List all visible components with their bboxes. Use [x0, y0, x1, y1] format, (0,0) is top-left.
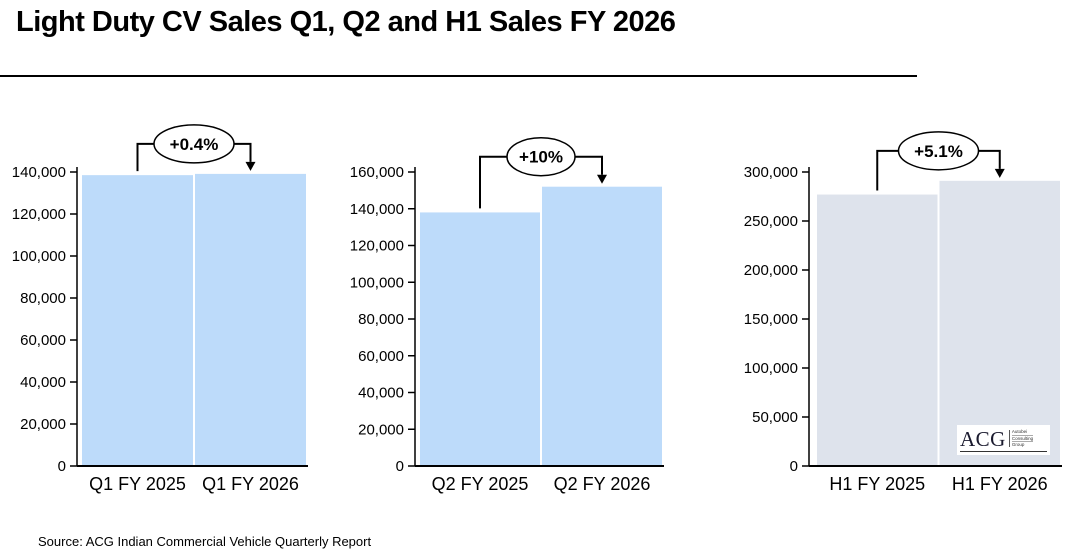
- y-tick-label: 40,000: [20, 374, 66, 391]
- acg-logo-subtext-line: Group: [1011, 442, 1025, 448]
- bar-h1-fy-2025: [817, 194, 938, 466]
- acg-logo-text: ACG: [960, 426, 1006, 451]
- acg-logo: ACG Autobei Consulting Group: [957, 425, 1050, 455]
- growth-label: +5.1%: [914, 142, 963, 161]
- y-tick-label: 60,000: [20, 332, 66, 349]
- acg-logo-row: ACG Autobei Consulting Group: [960, 426, 1047, 452]
- y-tick-label: 60,000: [358, 348, 404, 365]
- y-tick-label: 0: [58, 458, 66, 475]
- y-tick-label: 0: [790, 458, 798, 475]
- y-tick-label: 300,000: [744, 164, 798, 181]
- bar-q1-fy-2025: [82, 175, 193, 466]
- category-label: Q1 FY 2026: [202, 474, 299, 494]
- y-tick-label: 150,000: [744, 311, 798, 328]
- callout-bracket-right: [978, 149, 1001, 169]
- category-label: Q1 FY 2025: [89, 474, 186, 494]
- chart-h1: 0 50,000 100,000 150,000 200,000 250,000 300,0…: [744, 131, 1062, 494]
- callout-bracket-right: [234, 142, 252, 162]
- bar-q2-fy-2026: [542, 186, 662, 466]
- y-tick-label: 140,000: [350, 201, 404, 218]
- y-tick-label: 160,000: [350, 164, 404, 181]
- y-tick-label: 100,000: [350, 274, 404, 291]
- bar-h1-fy-2026: [939, 180, 1060, 466]
- growth-ellipse: [153, 124, 235, 164]
- category-label: Q2 FY 2025: [432, 474, 529, 494]
- callout-bracket-left: [479, 155, 507, 209]
- acg-logo-subtext-line: Consulting: [1011, 435, 1034, 443]
- title-divider: [0, 75, 917, 77]
- callout-bracket-left: [136, 142, 154, 172]
- growth-ellipse: [506, 136, 576, 177]
- chart-q2: 0 20,000 40,000 60,000 80,000 100,000 120,000 1…: [350, 136, 664, 494]
- callout-bracket-right: [575, 155, 603, 175]
- bar-q2-fy-2025: [420, 212, 540, 466]
- y-tick-label: 100,000: [12, 248, 66, 265]
- source-note: Source: ACG Indian Commercial Vehicle Qu…: [38, 534, 372, 549]
- page-title: Light Duty CV Sales Q1, Q2 and H1 Sales …: [16, 6, 676, 38]
- y-tick-label: 100,000: [744, 360, 798, 377]
- arrow-down-icon: [597, 174, 607, 184]
- y-tick-label: 80,000: [358, 311, 404, 328]
- category-label: H1 FY 2026: [952, 474, 1048, 494]
- arrow-down-icon: [245, 161, 256, 171]
- category-label: Q2 FY 2026: [554, 474, 651, 494]
- bar-q1-fy-2026: [195, 173, 306, 466]
- acg-logo-subtext-line: Autobei: [1011, 429, 1034, 436]
- y-tick-label: 200,000: [744, 262, 798, 279]
- y-tick-label: 80,000: [20, 290, 66, 307]
- y-tick-label: 50,000: [752, 409, 798, 426]
- y-tick-label: 0: [396, 458, 404, 475]
- y-tick-label: 120,000: [350, 238, 404, 255]
- acg-logo-divider: [1008, 430, 1010, 447]
- acg-logo-subtext: Autobei Consulting Group: [1011, 429, 1034, 448]
- callout-bracket-left: [876, 149, 899, 191]
- chart-q1: 0 20,000 40,000 60,000 80,000 100,000 120,000 1…: [12, 124, 308, 494]
- arrow-down-icon: [994, 168, 1005, 178]
- growth-ellipse: [897, 131, 980, 171]
- charts-row: 0 20,000 40,000 60,000 80,000 100,000 120,000 1…: [0, 100, 1068, 510]
- growth-label: +0.4%: [170, 135, 219, 154]
- y-tick-label: 40,000: [358, 385, 404, 402]
- y-tick-label: 20,000: [358, 421, 404, 438]
- y-tick-label: 250,000: [744, 213, 798, 230]
- y-tick-label: 20,000: [20, 416, 66, 433]
- growth-label: +10%: [519, 148, 563, 167]
- y-tick-label: 140,000: [12, 164, 66, 181]
- y-tick-label: 120,000: [12, 206, 66, 223]
- category-label: H1 FY 2025: [829, 474, 925, 494]
